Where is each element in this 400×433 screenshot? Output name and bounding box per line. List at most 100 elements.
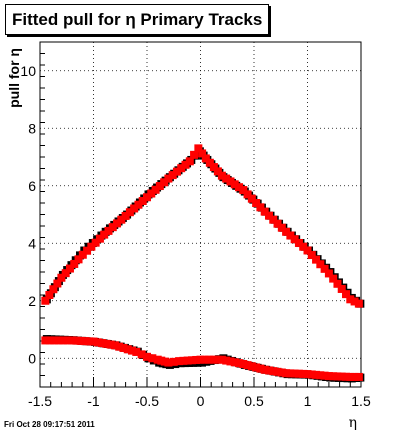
x-tick-label: 0.5 bbox=[244, 393, 264, 409]
data-point bbox=[70, 259, 79, 268]
data-point bbox=[342, 372, 351, 381]
data-point bbox=[108, 223, 117, 232]
data-point bbox=[72, 336, 81, 345]
data-point bbox=[201, 154, 210, 163]
data-point bbox=[85, 337, 94, 346]
data-point bbox=[350, 372, 359, 381]
data-point bbox=[134, 200, 143, 209]
data-point bbox=[354, 299, 363, 308]
data-point bbox=[286, 231, 295, 240]
data-point bbox=[119, 343, 128, 352]
data-point bbox=[324, 372, 333, 381]
data-point bbox=[91, 238, 100, 247]
data-point bbox=[45, 291, 54, 299]
data-point bbox=[316, 260, 325, 269]
data-point bbox=[59, 336, 68, 345]
data-point bbox=[205, 158, 214, 167]
data-point bbox=[346, 372, 355, 381]
x-tick-label: 0 bbox=[197, 393, 205, 409]
data-point bbox=[138, 196, 147, 205]
data-point bbox=[299, 242, 308, 251]
data-point bbox=[104, 226, 113, 235]
y-axis-label: pull for η bbox=[6, 48, 22, 108]
data-point bbox=[239, 360, 248, 368]
data-point bbox=[350, 297, 359, 306]
data-point bbox=[45, 336, 54, 345]
data-point bbox=[294, 238, 303, 247]
data-point bbox=[190, 150, 199, 159]
data-point bbox=[185, 157, 194, 166]
timestamp-footer: Fri Oct 28 09:17:51 2011 bbox=[4, 420, 95, 429]
data-point bbox=[78, 250, 87, 259]
data-point bbox=[65, 264, 74, 273]
data-point bbox=[230, 180, 239, 189]
data-point bbox=[337, 372, 346, 381]
data-point bbox=[239, 186, 248, 195]
data-point bbox=[83, 246, 92, 255]
data-point bbox=[307, 370, 316, 379]
data-point bbox=[217, 355, 226, 364]
x-tick-label: -1.5 bbox=[28, 393, 52, 409]
data-point bbox=[243, 361, 252, 370]
data-point bbox=[252, 363, 261, 372]
data-point bbox=[303, 370, 312, 379]
data-point bbox=[98, 339, 107, 348]
data-point bbox=[209, 355, 218, 364]
data-point bbox=[192, 355, 201, 364]
data-point bbox=[76, 336, 85, 345]
data-point bbox=[179, 356, 188, 365]
data-point bbox=[41, 336, 50, 345]
data-point bbox=[264, 211, 273, 220]
data-point bbox=[89, 337, 98, 346]
x-tick-label: 1.5 bbox=[351, 393, 371, 409]
data-point bbox=[252, 199, 261, 207]
data-point bbox=[198, 149, 207, 158]
data-point bbox=[187, 356, 196, 365]
data-point bbox=[243, 190, 252, 199]
data-point bbox=[277, 368, 286, 377]
data-point bbox=[147, 189, 156, 198]
data-point bbox=[169, 357, 178, 366]
data-point bbox=[49, 285, 58, 294]
data-point bbox=[256, 364, 265, 373]
y-tick-label: 8 bbox=[28, 120, 36, 136]
data-point bbox=[333, 279, 342, 288]
x-axis-label: η bbox=[349, 415, 357, 431]
data-point bbox=[337, 284, 346, 293]
data-point bbox=[194, 144, 203, 153]
data-point bbox=[273, 219, 282, 228]
data-point bbox=[200, 355, 209, 364]
data-point bbox=[54, 336, 63, 345]
data-point bbox=[260, 365, 269, 374]
data-point bbox=[256, 203, 265, 212]
x-tick-label: -1 bbox=[87, 393, 100, 409]
data-point bbox=[269, 215, 278, 224]
data-point bbox=[282, 369, 291, 378]
data-point bbox=[155, 182, 164, 191]
data-point bbox=[143, 352, 151, 361]
data-point bbox=[53, 279, 62, 288]
data-point bbox=[93, 338, 102, 347]
data-point bbox=[50, 336, 59, 345]
data-point bbox=[121, 211, 130, 220]
data-point bbox=[329, 372, 338, 381]
data-point bbox=[273, 367, 282, 376]
data-point bbox=[80, 337, 89, 346]
y-tick-label: 10 bbox=[20, 63, 36, 79]
data-point bbox=[226, 357, 235, 366]
data-point bbox=[324, 269, 333, 278]
data-point bbox=[110, 341, 119, 350]
data-point bbox=[205, 355, 214, 364]
series-0-markers bbox=[42, 147, 365, 308]
data-point bbox=[113, 219, 122, 228]
data-point bbox=[230, 358, 239, 367]
data-point bbox=[294, 369, 303, 378]
data-point bbox=[63, 336, 72, 345]
data-point bbox=[132, 347, 141, 356]
data-point bbox=[168, 171, 177, 180]
data-point bbox=[125, 208, 134, 217]
y-tick-label: 0 bbox=[28, 350, 36, 366]
y-tick-label: 2 bbox=[28, 293, 36, 309]
x-tick-label: -0.5 bbox=[135, 393, 159, 409]
